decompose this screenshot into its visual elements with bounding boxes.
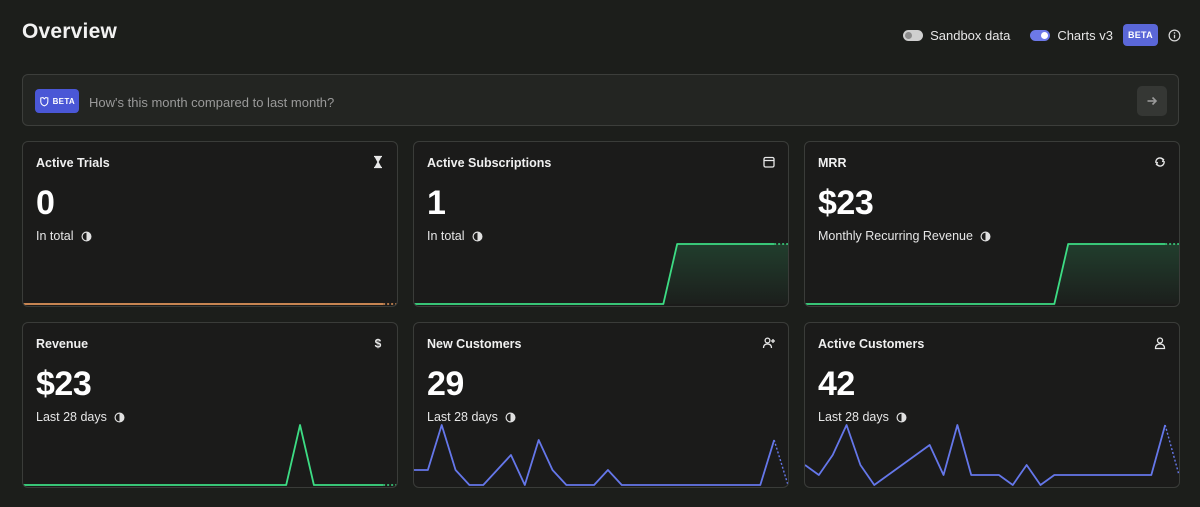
card-subtitle-text: Last 28 days xyxy=(427,410,498,424)
arrow-right-icon xyxy=(1147,96,1158,106)
sparkline-area xyxy=(414,244,788,304)
sparkline-chart xyxy=(414,424,788,486)
half-circle-icon[interactable] xyxy=(980,231,991,242)
shield-icon xyxy=(40,96,49,106)
charts-label: Charts v3 xyxy=(1057,27,1113,43)
sparkline-chart xyxy=(23,303,397,305)
card-subtitle: In total xyxy=(427,229,483,243)
card-value: 0 xyxy=(36,184,55,222)
sparkline-chart xyxy=(23,424,397,486)
card-title: Active Subscriptions xyxy=(427,156,552,170)
card-value: $23 xyxy=(818,184,874,222)
sparkline-line xyxy=(23,424,384,486)
info-icon[interactable] xyxy=(1168,28,1182,42)
sandbox-toggle[interactable]: Sandbox data xyxy=(903,28,1010,43)
ask-beta-badge: BETA xyxy=(35,89,79,113)
charts-beta-badge: BETA xyxy=(1122,24,1158,46)
card-active-subscriptions[interactable]: Active Subscriptions 1 In total xyxy=(413,141,789,307)
card-new-customers[interactable]: New Customers 29 Last 28 days xyxy=(413,322,789,488)
card-subtitle-text: Last 28 days xyxy=(818,410,889,424)
half-circle-icon[interactable] xyxy=(505,412,516,423)
card-value: $23 xyxy=(36,365,92,403)
user-plus-icon xyxy=(762,336,776,350)
card-subtitle-text: Last 28 days xyxy=(36,410,107,424)
ask-badge-label: BETA xyxy=(52,96,75,106)
card-value: 42 xyxy=(818,365,855,403)
calendar-icon xyxy=(762,155,776,169)
sparkline-projection xyxy=(773,439,788,486)
ask-input[interactable] xyxy=(87,91,1131,113)
recurring-icon xyxy=(1153,155,1167,169)
half-circle-icon[interactable] xyxy=(81,231,92,242)
ask-send-button[interactable] xyxy=(1137,86,1167,116)
sparkline-line xyxy=(414,243,775,305)
card-active-customers[interactable]: Active Customers 42 Last 28 days xyxy=(804,322,1180,488)
charts-switch[interactable] xyxy=(1030,29,1051,41)
card-subtitle: In total xyxy=(36,229,92,243)
sparkline-projection xyxy=(1164,424,1179,476)
half-circle-icon[interactable] xyxy=(472,231,483,242)
card-value: 29 xyxy=(427,365,464,403)
card-active-trials[interactable]: Active Trials 0 In total xyxy=(22,141,398,307)
sparkline-chart xyxy=(805,424,1179,486)
sandbox-switch[interactable] xyxy=(903,29,924,41)
card-subtitle: Last 28 days xyxy=(818,410,907,424)
dollar-icon: $ xyxy=(371,336,385,351)
card-subtitle-text: Monthly Recurring Revenue xyxy=(818,229,973,243)
sparkline-chart xyxy=(414,243,788,305)
half-circle-icon[interactable] xyxy=(114,412,125,423)
card-mrr[interactable]: MRR $23 Monthly Recurring Revenue xyxy=(804,141,1180,307)
sparkline-line xyxy=(805,243,1166,305)
sparkline-line xyxy=(805,424,1167,486)
card-title: MRR xyxy=(818,156,847,170)
sparkline-area xyxy=(805,244,1179,304)
sparkline-line xyxy=(414,424,776,486)
sandbox-label: Sandbox data xyxy=(930,27,1011,43)
card-subtitle: Last 28 days xyxy=(36,410,125,424)
half-circle-icon[interactable] xyxy=(896,412,907,423)
card-title: Revenue xyxy=(36,337,89,351)
card-subtitle: Last 28 days xyxy=(427,410,516,424)
card-title: New Customers xyxy=(427,337,522,351)
card-value: 1 xyxy=(427,184,446,222)
svg-text:$: $ xyxy=(375,337,382,351)
card-title: Active Trials xyxy=(36,156,110,170)
card-subtitle-text: In total xyxy=(427,229,465,243)
ask-bar: BETA xyxy=(22,74,1179,126)
hourglass-icon xyxy=(371,155,385,169)
page-title: Overview xyxy=(22,20,117,43)
sparkline-chart xyxy=(805,243,1179,305)
card-title: Active Customers xyxy=(818,337,925,351)
header-toggles: Sandbox data Charts v3 BETA xyxy=(903,24,1182,46)
user-icon xyxy=(1153,336,1167,350)
card-subtitle: Monthly Recurring Revenue xyxy=(818,229,991,243)
charts-toggle[interactable]: Charts v3 xyxy=(1030,28,1113,43)
card-revenue[interactable]: Revenue $ $23 Last 28 days xyxy=(22,322,398,488)
card-subtitle-text: In total xyxy=(36,229,74,243)
